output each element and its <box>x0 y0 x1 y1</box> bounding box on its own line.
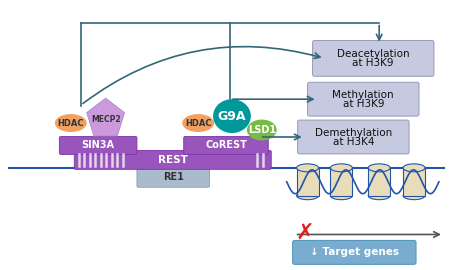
FancyBboxPatch shape <box>184 137 268 154</box>
Text: HDAC: HDAC <box>185 119 212 127</box>
Ellipse shape <box>297 164 319 172</box>
FancyBboxPatch shape <box>74 150 271 169</box>
Text: ✗: ✗ <box>295 222 314 242</box>
Bar <box>330 168 352 196</box>
Text: Deacetylation: Deacetylation <box>337 49 410 59</box>
Ellipse shape <box>330 192 352 200</box>
Bar <box>403 168 425 196</box>
Text: Demethylation: Demethylation <box>315 128 392 138</box>
Ellipse shape <box>297 192 319 200</box>
Ellipse shape <box>55 114 87 132</box>
Text: SIN3A: SIN3A <box>81 140 115 150</box>
Text: G9A: G9A <box>218 110 246 123</box>
FancyBboxPatch shape <box>59 137 137 154</box>
Text: CoREST: CoREST <box>205 140 247 150</box>
FancyBboxPatch shape <box>292 241 416 264</box>
Polygon shape <box>87 98 125 136</box>
Bar <box>297 168 319 196</box>
Ellipse shape <box>403 164 425 172</box>
Ellipse shape <box>368 192 390 200</box>
Bar <box>368 168 390 196</box>
Ellipse shape <box>182 114 214 132</box>
Text: Methylation: Methylation <box>333 90 394 100</box>
Ellipse shape <box>403 192 425 200</box>
Ellipse shape <box>247 120 277 140</box>
Text: at H3K9: at H3K9 <box>342 99 384 109</box>
Ellipse shape <box>213 99 251 133</box>
FancyBboxPatch shape <box>307 82 419 116</box>
Text: RE1: RE1 <box>163 172 184 182</box>
Text: at H3K4: at H3K4 <box>333 137 374 147</box>
Ellipse shape <box>368 164 390 172</box>
FancyBboxPatch shape <box>313 40 434 76</box>
FancyBboxPatch shape <box>297 120 409 154</box>
Text: REST: REST <box>158 155 188 165</box>
FancyBboxPatch shape <box>137 166 210 187</box>
Text: MECP2: MECP2 <box>91 114 121 124</box>
Text: ↓ Target genes: ↓ Target genes <box>310 247 399 257</box>
Text: at H3K9: at H3K9 <box>352 58 394 68</box>
Ellipse shape <box>330 164 352 172</box>
Text: HDAC: HDAC <box>58 119 84 127</box>
Text: LSD1: LSD1 <box>248 125 276 135</box>
